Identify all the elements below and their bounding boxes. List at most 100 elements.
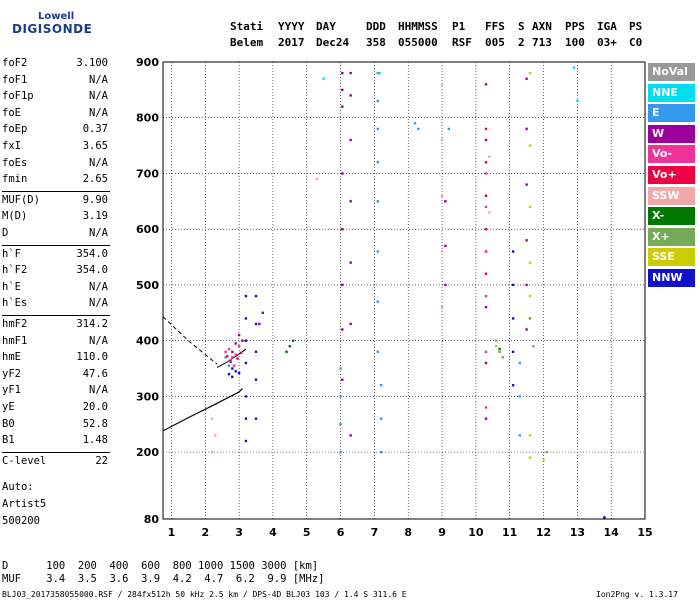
echo-point [511,283,515,287]
param-name: yE [2,401,15,413]
echo-point [484,417,488,420]
param-name: C-level [2,454,47,467]
echo-point [349,322,352,326]
footer-unit: [km] [292,560,319,572]
echo-point [244,339,248,342]
echo-point [349,138,352,142]
footer-row-label: MUF [2,573,40,585]
echo-point [341,105,344,108]
echo-point [349,434,352,437]
echo-point [484,83,488,86]
echo-point [484,194,488,197]
y-tick-label: 200 [136,446,159,459]
echo-point [376,161,379,164]
echo-point [231,356,234,359]
footer-unit: [MHz] [292,573,325,585]
header-cell: 2017 [278,36,305,49]
footer-value: 6.2 [229,573,262,585]
auto-artist: Artist5 [2,498,47,510]
echo-point [528,71,532,75]
footer-value: 3.9 [134,573,167,585]
echo-point [349,200,352,203]
param-value: 2.65 [82,173,108,186]
echo-point [528,434,532,437]
y-tick-label: 600 [136,223,159,236]
x-tick-label: 3 [235,526,243,539]
echo-point [226,355,229,358]
echo-point [237,371,241,375]
param-name: foF2 [2,57,28,69]
header-cell: S [518,20,525,33]
echo-point [380,417,383,420]
header-cell: IGA [597,20,617,33]
echo-point [484,294,488,298]
echo-point [444,283,447,287]
footer-value: 1500 [229,560,262,572]
echo-point [224,356,227,359]
echo-point [528,294,532,298]
echo-point [214,434,217,437]
echo-point [440,194,444,197]
legend-item: Vo- [648,145,695,164]
echo-point [488,155,491,158]
header-cell: P1 [452,20,466,33]
echo-point [484,272,488,275]
echo-point [572,66,576,69]
param-name: M(D) [2,210,28,223]
echo-point [254,417,258,420]
echo-point [322,77,325,80]
y-tick-label: 400 [136,335,159,348]
param-value: N/A [89,280,108,293]
param-value: 47.6 [82,367,108,380]
echo-point [341,328,344,331]
echo-point [339,450,342,454]
param-name: foEp [2,123,28,136]
param-name: yF1 [2,384,21,397]
logo-digisonde: DIGISONDE [12,22,93,36]
header-cell: 055000 [398,36,438,49]
y-tick-label: 800 [136,112,159,125]
footer-value: 600 [134,560,167,572]
header-cell: 713 [532,36,552,49]
param-value: 354.0 [76,264,108,277]
header-cell: 2 [518,36,525,49]
echo-point [231,367,234,370]
echo-point [224,350,227,353]
echo-point [484,138,488,142]
echo-point [484,250,488,253]
x-tick-label: 4 [269,526,277,539]
param-name: hmF2 [2,318,28,330]
echo-point [484,205,488,209]
y-tick-label: 300 [136,390,159,403]
distance-row: D 100 200 400 600 800 1000 1500 3000 [km… [2,560,318,572]
echo-point [440,138,444,142]
echo-point [234,342,237,345]
echo-point [528,317,532,320]
echo-point [484,306,488,309]
x-tick-label: 9 [438,526,446,539]
param-name: foF1p [2,90,34,103]
echo-point [254,378,258,381]
echo-point [511,250,515,253]
echo-point [528,261,532,264]
header-cell: 03+ [597,36,617,49]
header-cell: Dec24 [316,36,350,49]
echo-point [511,350,515,353]
echo-point [417,127,420,131]
echo-point [229,360,232,363]
param-name: h`Es [2,297,28,310]
echo-point [525,328,528,331]
footer-value: 400 [103,560,135,572]
echo-point [234,353,237,356]
logo-lowell: Lowell [38,11,75,22]
echo-point [210,450,214,454]
param-value: 1.48 [82,434,108,447]
y-tick-label: 500 [136,279,159,292]
footer-value: 3.4 [39,573,72,585]
x-tick-label: 13 [570,526,585,539]
echo-point [484,350,488,353]
x-tick-label: 11 [502,526,517,539]
param-value: 110.0 [76,351,108,364]
param-separator [2,315,110,316]
